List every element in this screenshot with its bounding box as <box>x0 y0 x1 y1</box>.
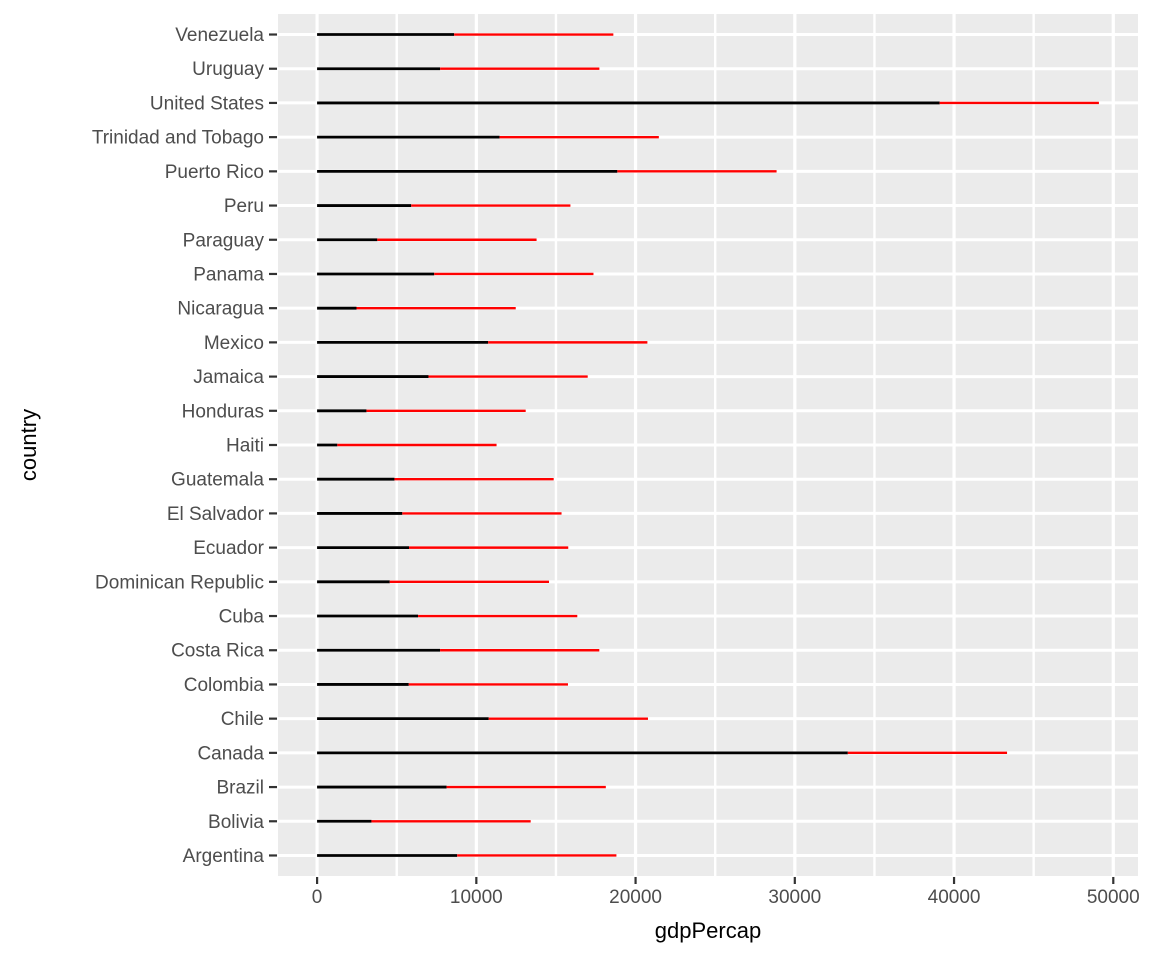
y-tick-label: United States <box>150 93 264 114</box>
y-tick-label: Cuba <box>219 607 265 628</box>
y-tick-label: Chile <box>221 709 264 730</box>
y-tick-label: Dominican Republic <box>95 572 264 593</box>
x-tick-label: 20000 <box>609 887 662 908</box>
y-tick-label: Paraguay <box>183 230 265 251</box>
y-tick-label: Nicaragua <box>177 299 264 320</box>
x-tick-label: 10000 <box>450 887 503 908</box>
y-tick-label: Panama <box>193 264 264 285</box>
x-tick-label: 0 <box>312 887 323 908</box>
y-tick-label: Argentina <box>183 846 265 867</box>
y-tick-label: Costa Rica <box>171 641 264 662</box>
y-tick-label: Ecuador <box>193 538 264 559</box>
y-tick-label: Peru <box>224 196 264 217</box>
y-tick-label: Guatemala <box>171 470 264 491</box>
y-tick-label: Canada <box>197 743 264 764</box>
y-tick-label: Venezuela <box>175 25 264 46</box>
plot-area: 0 10000 20000 30000 40000 50000 Venezuela Urugu… <box>92 14 1140 908</box>
y-tick-label: Honduras <box>182 401 264 422</box>
y-tick-label: Puerto Rico <box>165 162 264 183</box>
y-tick-label: Haiti <box>226 436 264 457</box>
x-axis-title: gdpPercap <box>655 918 761 943</box>
y-tick-label: Jamaica <box>193 367 264 388</box>
x-tick-label: 40000 <box>928 887 981 908</box>
y-tick-label: Bolivia <box>208 812 264 833</box>
x-tick-label: 30000 <box>768 887 821 908</box>
y-tick-label: Colombia <box>184 675 265 696</box>
y-tick-label: Brazil <box>216 778 264 799</box>
y-tick-label: Uruguay <box>192 59 264 80</box>
y-tick-label: Trinidad and Tobago <box>92 128 264 149</box>
y-tick-label: Mexico <box>204 333 264 354</box>
x-tick-label: 50000 <box>1087 887 1140 908</box>
y-tick-label: El Salvador <box>167 504 265 525</box>
y-axis-title: country <box>16 409 41 481</box>
